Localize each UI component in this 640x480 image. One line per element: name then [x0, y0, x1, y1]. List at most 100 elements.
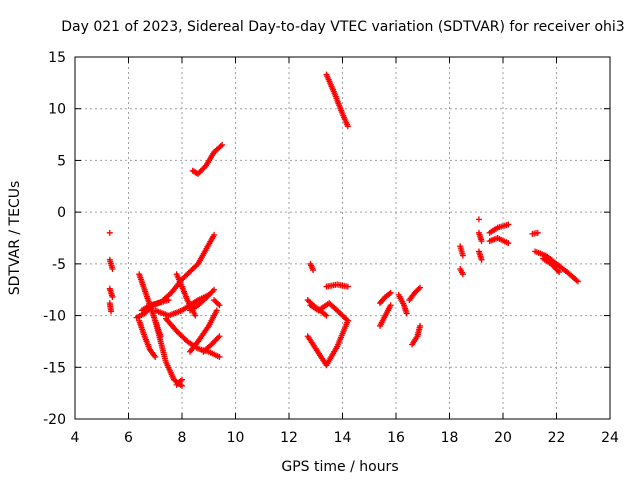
axis-ticks	[74, 56, 611, 420]
series-s7	[133, 299, 164, 321]
data-point	[192, 312, 199, 319]
series-s24	[323, 281, 351, 290]
series-s20	[307, 260, 317, 274]
y-tick-label: -20	[43, 412, 66, 428]
x-tick-label: 20	[494, 430, 512, 446]
y-tick-label: -10	[43, 309, 66, 325]
data-points	[106, 71, 581, 389]
data-point	[459, 252, 466, 259]
series-s16	[200, 333, 223, 355]
data-point	[556, 269, 563, 276]
data-point	[216, 302, 223, 309]
series-s30	[457, 243, 466, 259]
series-s2	[106, 285, 116, 300]
series-s36	[529, 229, 541, 237]
series-s18	[189, 141, 226, 177]
series-s3	[106, 300, 115, 315]
data-point	[415, 285, 422, 292]
series-s17	[211, 297, 223, 309]
data-point	[109, 266, 116, 273]
data-point	[322, 311, 329, 318]
data-point	[387, 289, 394, 296]
data-point	[177, 377, 184, 384]
data-point	[217, 143, 224, 150]
data-point	[108, 308, 115, 315]
data-point	[106, 229, 113, 236]
data-point	[534, 229, 541, 236]
data-point	[573, 277, 580, 284]
series-s31	[457, 266, 466, 278]
data-point	[211, 231, 218, 238]
series-s35	[486, 235, 512, 247]
x-tick-label: 4	[71, 430, 80, 446]
series-s28	[406, 284, 424, 304]
series-s37	[532, 248, 581, 285]
x-tick-label: 6	[124, 430, 133, 446]
data-point	[417, 322, 424, 329]
x-tick-label: 8	[178, 430, 187, 446]
data-point	[179, 382, 185, 389]
x-tick-label: 24	[601, 430, 619, 446]
data-point	[216, 353, 223, 360]
series-s19	[323, 71, 351, 130]
y-tick-label: 5	[57, 153, 66, 169]
data-point	[475, 216, 482, 223]
y-tick-labels: 15 10 5 0 -5 -10 -15 -20	[43, 50, 66, 428]
series-s29	[409, 322, 424, 348]
x-tick-label: 18	[441, 430, 459, 446]
x-tick-label: 10	[227, 430, 245, 446]
series-s23	[304, 317, 351, 369]
chart-title: Day 021 of 2023, Sidereal Day-to-day VTE…	[61, 19, 624, 35]
y-tick-label: 15	[48, 50, 66, 66]
series-s27	[395, 291, 410, 317]
data-point	[574, 278, 581, 285]
data-point	[219, 141, 226, 148]
data-point	[215, 300, 222, 307]
y-tick-label: 10	[48, 102, 66, 118]
x-tick-labels: 4 6 8 10 12 14 16 18 20 22 24	[71, 430, 619, 446]
x-axis-label: GPS time / hours	[281, 459, 398, 475]
series-s12	[152, 291, 212, 319]
grid-lines	[75, 57, 610, 419]
data-point	[109, 293, 116, 300]
data-point	[344, 123, 351, 130]
series-s26	[376, 289, 394, 307]
y-tick-label: 0	[57, 205, 66, 221]
data-point	[152, 353, 159, 360]
series-s8	[152, 317, 185, 389]
series-s14	[187, 307, 220, 355]
y-tick-label: -15	[43, 360, 66, 376]
data-point	[478, 256, 485, 263]
series-s34	[486, 221, 512, 236]
data-point	[478, 238, 485, 245]
series-s38	[540, 255, 563, 276]
data-point	[344, 317, 351, 324]
series-s25	[376, 302, 394, 329]
series-s9	[173, 376, 185, 388]
data-point	[213, 307, 220, 314]
x-tick-label: 14	[334, 430, 352, 446]
series-s13	[162, 315, 223, 360]
data-point	[505, 240, 512, 247]
data-point	[403, 310, 410, 317]
x-tick-label: 22	[548, 430, 566, 446]
data-point	[459, 271, 466, 278]
y-tick-label: -5	[52, 257, 66, 273]
series-s15	[187, 286, 218, 314]
data-point	[310, 267, 317, 274]
x-tick-label: 12	[280, 430, 298, 446]
series-s33	[475, 248, 485, 263]
series-s1	[106, 256, 116, 273]
data-point	[417, 284, 424, 291]
data-point	[344, 283, 351, 290]
series-isolated	[106, 216, 482, 236]
data-point	[179, 376, 185, 383]
data-point	[386, 290, 393, 297]
data-point	[211, 286, 218, 293]
series-s32	[475, 229, 485, 245]
data-point	[505, 221, 512, 228]
x-tick-label: 16	[387, 430, 405, 446]
data-point	[323, 312, 330, 319]
data-point	[387, 302, 394, 309]
